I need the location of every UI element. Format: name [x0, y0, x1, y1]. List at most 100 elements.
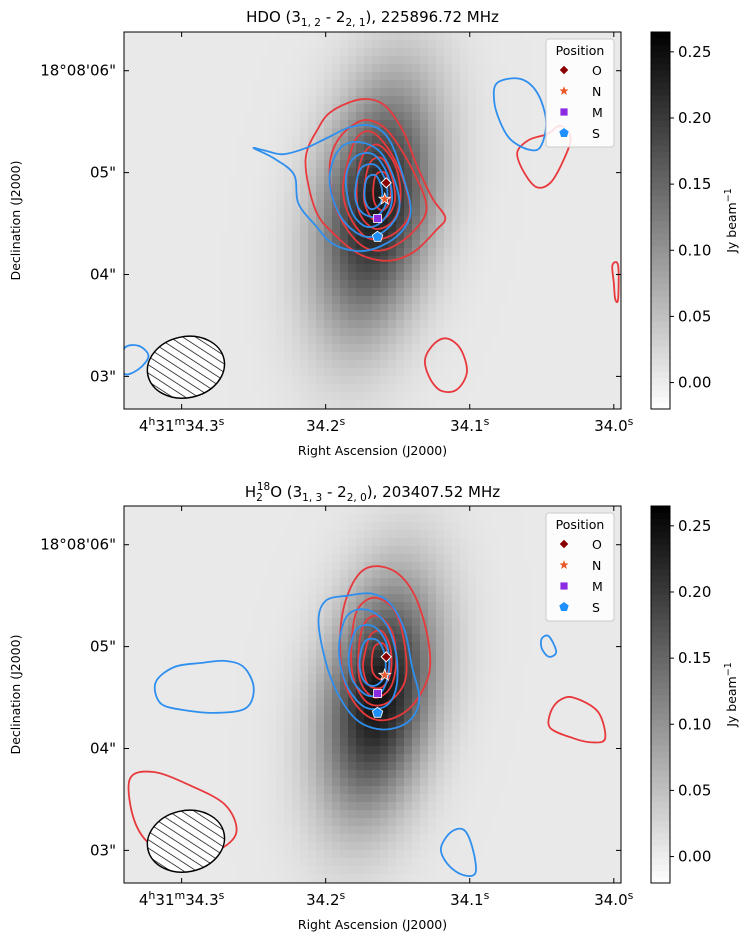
- image-pixel: [452, 562, 461, 571]
- image-pixel: [164, 658, 173, 667]
- image-pixel: [284, 80, 293, 89]
- image-pixel: [388, 594, 397, 603]
- image-pixel: [468, 360, 477, 369]
- image-pixel: [556, 714, 565, 723]
- image-pixel: [516, 722, 525, 731]
- image-pixel: [452, 352, 461, 361]
- image-pixel: [268, 64, 277, 73]
- image-pixel: [284, 344, 293, 353]
- image-pixel: [388, 272, 397, 281]
- image-pixel: [268, 200, 277, 209]
- image-pixel: [412, 200, 421, 209]
- image-pixel: [324, 232, 333, 241]
- image-pixel: [124, 610, 133, 619]
- image-pixel: [388, 546, 397, 555]
- image-pixel: [188, 152, 197, 161]
- image-pixel: [308, 232, 317, 241]
- image-pixel: [180, 714, 189, 723]
- image-pixel: [556, 400, 565, 409]
- image-pixel: [540, 152, 549, 161]
- image-pixel: [484, 312, 493, 321]
- image-pixel: [452, 384, 461, 393]
- image-pixel: [612, 152, 621, 161]
- image-pixel: [236, 618, 245, 627]
- image-pixel: [316, 176, 325, 185]
- image-pixel: [196, 184, 205, 193]
- image-pixel: [316, 264, 325, 273]
- image-pixel: [372, 618, 381, 627]
- image-pixel: [508, 392, 517, 401]
- image-pixel: [500, 666, 509, 675]
- image-pixel: [508, 674, 517, 683]
- image-pixel: [132, 320, 141, 329]
- image-pixel: [468, 538, 477, 547]
- image-pixel: [404, 160, 413, 169]
- image-pixel: [260, 104, 269, 113]
- image-pixel: [300, 304, 309, 313]
- image-pixel: [316, 208, 325, 217]
- image-pixel: [508, 344, 517, 353]
- image-pixel: [460, 288, 469, 297]
- image-pixel: [268, 320, 277, 329]
- image-pixel: [380, 642, 389, 651]
- image-pixel: [356, 312, 365, 321]
- image-pixel: [348, 56, 357, 65]
- image-pixel: [220, 666, 229, 675]
- image-pixel: [612, 184, 621, 193]
- image-pixel: [156, 280, 165, 289]
- image-pixel: [604, 200, 613, 209]
- image-pixel: [556, 216, 565, 225]
- image-pixel: [492, 40, 501, 49]
- image-pixel: [188, 224, 197, 233]
- image-pixel: [308, 312, 317, 321]
- image-pixel: [172, 522, 181, 531]
- image-pixel: [588, 296, 597, 305]
- image-pixel: [612, 690, 621, 699]
- image-pixel: [172, 650, 181, 659]
- image-pixel: [308, 144, 317, 153]
- colorbar-step: [651, 220, 670, 228]
- image-pixel: [436, 176, 445, 185]
- image-pixel: [372, 368, 381, 377]
- image-pixel: [340, 248, 349, 257]
- image-pixel: [332, 682, 341, 691]
- image-pixel: [316, 56, 325, 65]
- image-pixel: [220, 570, 229, 579]
- image-pixel: [540, 376, 549, 385]
- image-pixel: [260, 256, 269, 265]
- image-pixel: [444, 304, 453, 313]
- image-pixel: [260, 336, 269, 345]
- image-pixel: [428, 208, 437, 217]
- image-pixel: [188, 296, 197, 305]
- image-pixel: [444, 32, 453, 41]
- image-pixel: [492, 336, 501, 345]
- image-pixel: [604, 280, 613, 289]
- image-pixel: [516, 674, 525, 683]
- image-pixel: [124, 64, 133, 73]
- image-pixel: [300, 522, 309, 531]
- image-pixel: [292, 546, 301, 555]
- image-pixel: [524, 128, 533, 137]
- image-pixel: [460, 530, 469, 539]
- image-pixel: [500, 714, 509, 723]
- image-pixel: [356, 88, 365, 97]
- image-pixel: [452, 96, 461, 105]
- image-pixel: [412, 626, 421, 635]
- image-pixel: [156, 184, 165, 193]
- image-pixel: [452, 80, 461, 89]
- image-pixel: [172, 40, 181, 49]
- image-pixel: [268, 128, 277, 137]
- image-pixel: [596, 248, 605, 257]
- image-pixel: [180, 506, 189, 515]
- image-pixel: [148, 312, 157, 321]
- image-pixel: [132, 144, 141, 153]
- image-pixel: [324, 160, 333, 169]
- image-pixel: [396, 530, 405, 539]
- image-pixel: [260, 384, 269, 393]
- image-pixel: [596, 216, 605, 225]
- image-pixel: [228, 224, 237, 233]
- image-pixel: [404, 570, 413, 579]
- image-pixel: [548, 368, 557, 377]
- image-pixel: [228, 368, 237, 377]
- image-pixel: [612, 666, 621, 675]
